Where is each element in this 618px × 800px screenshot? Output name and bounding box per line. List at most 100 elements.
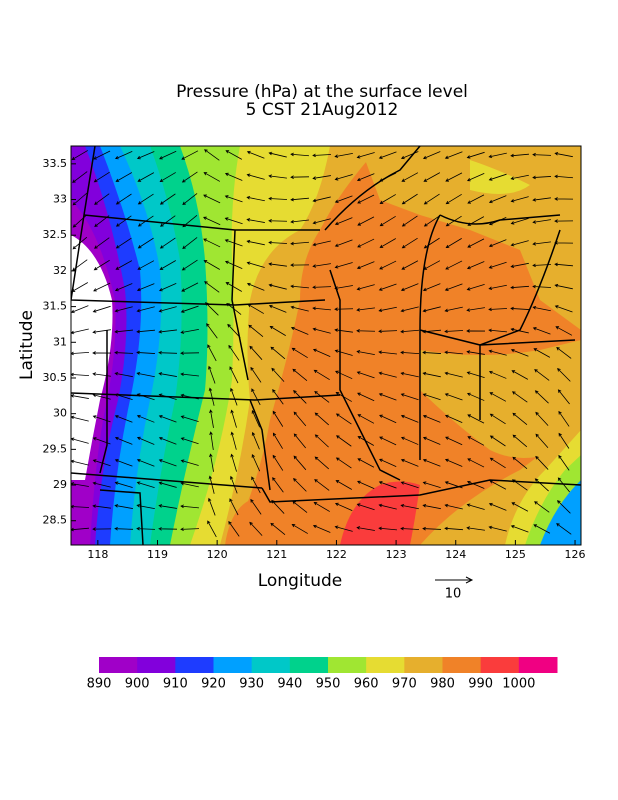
wind-arrow [445, 436, 463, 446]
wind-arrow [466, 261, 485, 270]
chart-title: Pressure (hPa) at the surface level [176, 82, 468, 102]
wind-arrow [250, 366, 262, 383]
wind-arrow [293, 478, 307, 492]
wind-arrow [71, 305, 89, 314]
wind-arrow [554, 283, 573, 290]
wind-arrow [136, 481, 155, 489]
wind-arrow [114, 306, 133, 313]
wind-arrow [510, 240, 529, 247]
wind-arrow [532, 241, 551, 246]
wind-arrow [422, 458, 441, 467]
wind-arrow [114, 414, 133, 423]
wind-arrow [93, 282, 111, 292]
wind-arrow [357, 414, 375, 424]
wind-arrow [356, 152, 375, 159]
wind-arrow [229, 498, 239, 516]
wind-arrow [159, 193, 176, 205]
x-tick-label: 122 [326, 548, 347, 561]
wind-arrow [246, 239, 265, 246]
wind-arrow [357, 436, 375, 446]
wind-arrow [251, 476, 261, 494]
wind-arrow [114, 481, 133, 488]
wind-arrow [203, 260, 220, 270]
wind-arrow [378, 329, 398, 334]
wind-arrow [335, 480, 353, 490]
wind-arrow [158, 481, 177, 488]
colorbar-label: 920 [201, 677, 226, 692]
wind-arrow [312, 327, 331, 334]
pressure-region [360, 146, 581, 330]
wind-arrow [400, 436, 419, 445]
wind-arrow [208, 365, 216, 384]
wind-arrow [207, 520, 217, 538]
wind-arrow [312, 175, 331, 180]
wind-arrow [312, 348, 331, 357]
wind-arrow [356, 526, 375, 531]
wind-arrow [401, 172, 419, 182]
colorbar-label: 1000 [502, 677, 535, 692]
wind-arrow [511, 502, 529, 512]
pressure-region [340, 481, 420, 545]
wind-arrow [313, 501, 330, 512]
wind-arrow [292, 368, 308, 382]
wind-arrow [249, 345, 263, 360]
wind-arrow [466, 151, 485, 159]
pressure-region [540, 480, 581, 545]
wind-arrow [400, 151, 419, 160]
wind-arrow [400, 283, 419, 292]
wind-arrow [230, 387, 238, 406]
wind-arrow [272, 389, 284, 405]
wind-arrow [378, 306, 397, 313]
wind-arrow [401, 215, 418, 227]
wind-arrow [158, 372, 177, 377]
wind-arrow [224, 260, 243, 269]
wind-arrow [204, 302, 219, 316]
wind-arrow [114, 436, 133, 445]
y-tick-label: 28.5 [43, 514, 68, 527]
wind-arrow [489, 480, 507, 490]
wind-arrow [115, 237, 132, 249]
wind-arrow [557, 368, 571, 382]
wind-arrow [401, 260, 419, 270]
colorbar-label: 910 [163, 677, 188, 692]
wind-arrow [488, 152, 507, 159]
wind-arrow [271, 499, 285, 514]
wind-arrow [246, 218, 265, 223]
wind-arrow [251, 410, 261, 428]
wind-arrow [268, 262, 287, 267]
wind-arrow [334, 153, 353, 158]
wind-arrow [72, 171, 88, 183]
wind-arrow [247, 304, 264, 314]
wind-arrow [314, 391, 330, 403]
wind-arrow [230, 409, 237, 428]
wind-arrow [270, 346, 286, 360]
wind-arrow [94, 193, 110, 205]
wind-arrow [72, 192, 88, 206]
wind-arrow [558, 432, 570, 449]
pressure-region [420, 340, 581, 458]
colorbar-swatch [137, 657, 176, 673]
wind-arrow [356, 261, 375, 270]
wind-arrow [356, 173, 375, 182]
wind-arrow [378, 283, 397, 291]
wind-arrow [290, 197, 309, 202]
wind-arrow [400, 526, 420, 531]
wind-arrow [290, 326, 309, 335]
wind-arrow [466, 526, 485, 531]
wind-arrow [466, 307, 485, 312]
wind-arrow [535, 411, 549, 426]
wind-arrow [554, 241, 574, 245]
wind-arrow [532, 327, 551, 335]
wind-arrow [159, 172, 176, 183]
wind-arrow [312, 218, 331, 225]
wind-arrow [136, 371, 155, 378]
wind-arrow [182, 193, 198, 206]
wind-arrow [379, 458, 397, 468]
wind-arrow [158, 329, 177, 334]
wind-arrow [293, 433, 307, 449]
wind-arrow [180, 459, 199, 466]
wind-arrow [246, 150, 265, 159]
wind-arrow [400, 350, 420, 355]
wind-arrow [114, 504, 133, 509]
wind-arrow [114, 283, 133, 292]
